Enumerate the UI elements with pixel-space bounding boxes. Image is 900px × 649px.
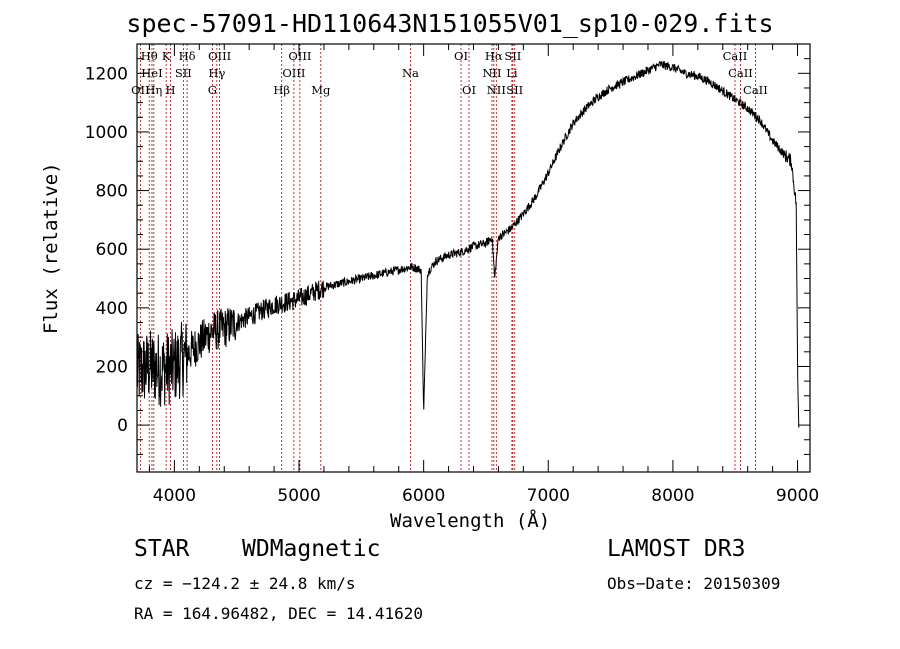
y-axis-label: Flux (relative) bbox=[40, 162, 62, 334]
line-label-26: CaII bbox=[743, 83, 768, 97]
line-label-7: Hδ bbox=[179, 49, 196, 63]
line-label-13: OIII bbox=[288, 49, 311, 63]
x-tick-label-3: 7000 bbox=[527, 486, 570, 506]
y-tick-label-0: 0 bbox=[117, 416, 128, 436]
velocity-readout: cz = −124.2 ± 24.8 km/s bbox=[134, 574, 356, 593]
object-class: STAR bbox=[134, 536, 190, 562]
x-tick-label-4: 8000 bbox=[651, 486, 694, 506]
y-tick-label-2: 400 bbox=[96, 299, 128, 319]
line-label-18: Hα bbox=[485, 49, 503, 63]
flux-line bbox=[136, 60, 800, 428]
line-label-14: Mg bbox=[311, 83, 331, 97]
survey-name: LAMOST DR3 bbox=[607, 536, 746, 562]
y-tick-label-3: 600 bbox=[96, 240, 128, 260]
line-label-1: OII bbox=[131, 83, 150, 97]
x-tick-label-0: 4000 bbox=[153, 486, 196, 506]
coordinates: RA = 164.96482, DEC = 14.41620 bbox=[134, 604, 423, 623]
line-label-11: Hβ bbox=[273, 83, 290, 97]
spectrum-series bbox=[136, 60, 800, 428]
line-label-22: Li bbox=[506, 66, 518, 80]
line-label-0: Hθ bbox=[141, 49, 158, 63]
x-tick-label-5: 9000 bbox=[776, 486, 819, 506]
x-tick-label-1: 5000 bbox=[277, 486, 320, 506]
line-label-6: SII bbox=[175, 66, 192, 80]
line-label-12: OIII bbox=[282, 66, 305, 80]
line-label-25: CaII bbox=[728, 66, 753, 80]
line-label-10: Hγ bbox=[208, 66, 225, 80]
line-label-20: NII bbox=[487, 83, 506, 97]
x-axis-label: Wavelength (Å) bbox=[390, 510, 551, 532]
line-label-17: OI bbox=[462, 83, 476, 97]
y-tick-label-5: 1000 bbox=[85, 123, 128, 143]
line-label-24: CaII bbox=[723, 49, 748, 63]
line-labels: Hθ OII HeI Hη K H SII Hδ G OIII Hγ Hβ OIII OIII Mg Na OI… bbox=[131, 49, 768, 97]
line-label-2: HeI bbox=[141, 66, 162, 80]
chart-title: spec-57091-HD110643N151055V01_sp10-029.f… bbox=[126, 9, 774, 38]
y-tick-label-4: 800 bbox=[96, 182, 128, 202]
line-label-3: Hη bbox=[145, 83, 162, 97]
obs-date: Obs−Date: 20150309 bbox=[607, 574, 781, 593]
y-tick-label-6: 1200 bbox=[85, 64, 128, 84]
line-label-15: Na bbox=[402, 66, 419, 80]
line-label-19: NII bbox=[482, 66, 501, 80]
line-label-21: SII bbox=[504, 49, 521, 63]
axis-ticks: 4000 5000 6000 7000 8000 9000 0 200 400 600 800 100… bbox=[85, 44, 819, 506]
line-label-16: OI bbox=[454, 49, 468, 63]
line-label-8: G bbox=[208, 83, 217, 97]
plot-frame bbox=[136, 43, 811, 473]
object-subclass: WDMagnetic bbox=[242, 536, 381, 562]
x-tick-label-2: 6000 bbox=[402, 486, 445, 506]
line-label-4: K bbox=[162, 49, 171, 63]
y-tick-label-1: 200 bbox=[96, 357, 128, 377]
line-label-9: OIII bbox=[208, 49, 231, 63]
line-label-23: SII bbox=[506, 83, 523, 97]
line-label-5: H bbox=[166, 83, 176, 97]
